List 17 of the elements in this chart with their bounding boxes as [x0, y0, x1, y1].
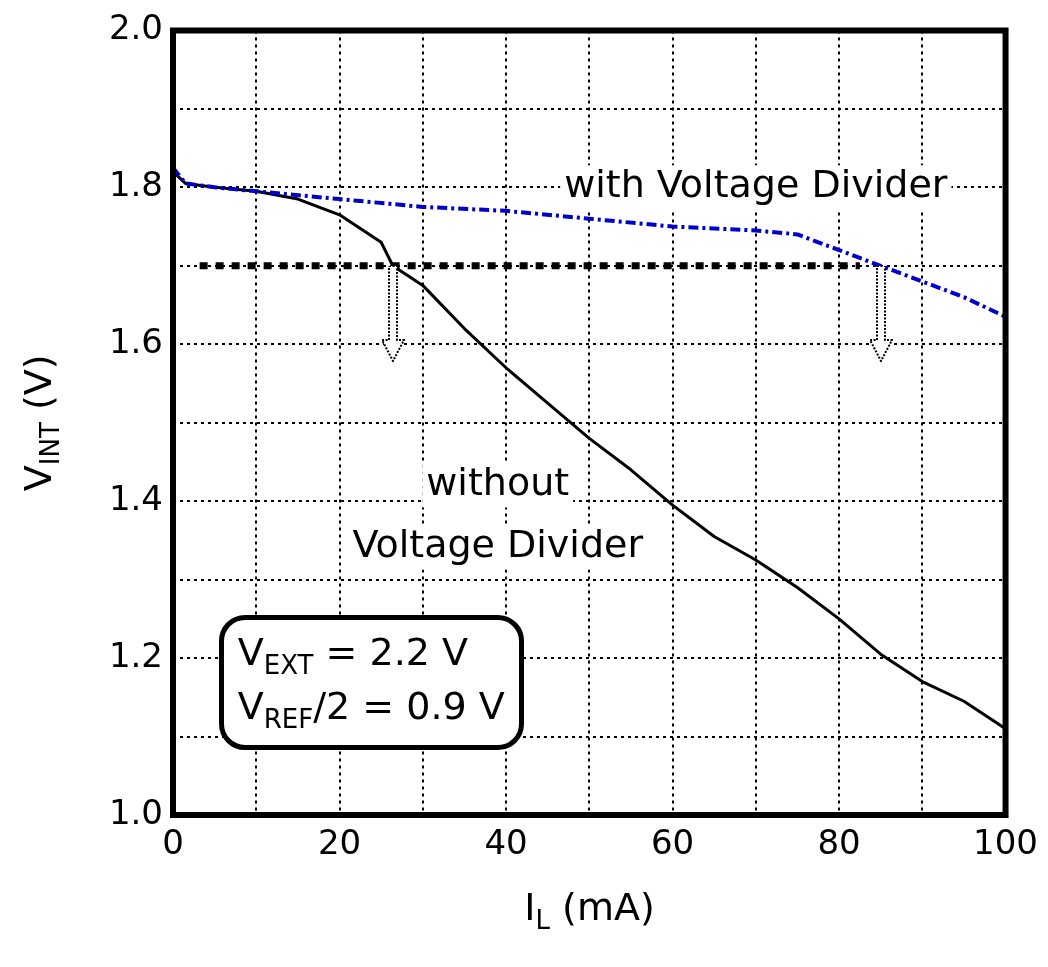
y-tick-label: 1.2 — [108, 634, 163, 675]
x-tick-label: 40 — [484, 822, 528, 863]
x-axis-title: I$_{L}$ (mA) — [524, 885, 655, 935]
x-tick-label: 60 — [650, 822, 695, 863]
x-tick-label: 20 — [317, 822, 362, 863]
annotation: V$_{EXT}$ = 2.2 V — [237, 629, 468, 680]
y-tick-label: 1.6 — [108, 321, 163, 362]
y-tick-label: 1.4 — [108, 477, 163, 518]
y-tick-label: 1.0 — [108, 791, 163, 832]
series-label: without Voltage Divider — [352, 460, 644, 567]
x-tick-label: 80 — [817, 822, 861, 863]
x-tick-label: 100 — [973, 822, 1039, 863]
y-tick-label: 1.8 — [108, 164, 163, 205]
y-tick-label: 2.0 — [108, 7, 163, 48]
annotation: V$_{REF}$/2 = 0.9 V — [237, 684, 505, 734]
x-tick-label: 0 — [162, 822, 184, 863]
series-label: with Voltage Divider — [564, 162, 948, 207]
